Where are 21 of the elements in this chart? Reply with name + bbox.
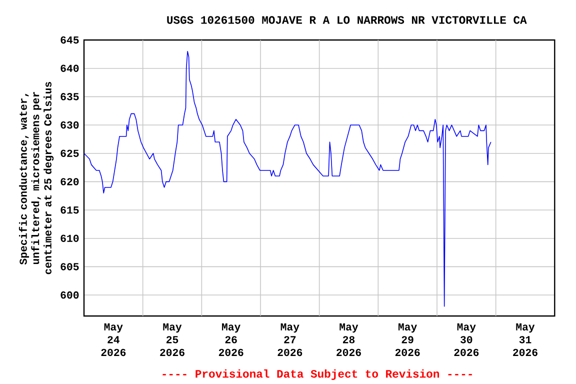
x-tick-label: May 27 2026 — [278, 323, 302, 356]
y-tick-label: 640 — [60, 64, 79, 72]
x-tick-label: May 25 2026 — [160, 323, 184, 356]
x-tick-label: May 31 2026 — [513, 323, 538, 356]
x-tick-label: May 28 2026 — [336, 323, 361, 356]
x-tick-label: May 26 2026 — [218, 323, 244, 356]
y-tick-label: 620 — [60, 178, 79, 186]
y-tick-label: 605 — [60, 262, 79, 270]
y-tick-label: 645 — [60, 36, 79, 44]
y-tick-label: 635 — [60, 92, 79, 100]
x-tick-label: May 30 2026 — [454, 323, 479, 356]
text: ---- Provisional Data Subject to Revision ---- — [162, 369, 472, 380]
y-tick-label: 615 — [60, 206, 79, 214]
y-axis-title: Specific conductance, water, unfiltered, microsiemens per centimeter at 25 degrees Celsius — [18, 82, 54, 274]
y-tick-label: 600 — [60, 291, 79, 298]
y-tick-label: 630 — [60, 121, 79, 128]
x-tick-label: May 29 2026 — [395, 323, 420, 356]
x-tick-label: May 24 2026 — [101, 323, 126, 356]
chart-title: USGS 10261500 MOJAVE R A LO NARROWS NR VICTORVILLE CA — [167, 16, 527, 24]
y-tick-label: 625 — [60, 150, 79, 157]
y-tick-label: 610 — [60, 234, 79, 242]
